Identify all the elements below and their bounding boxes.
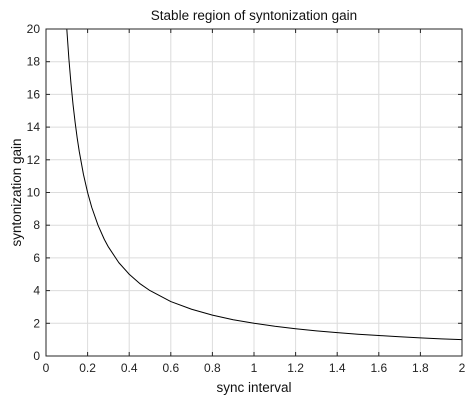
y-tick-label: 2 bbox=[33, 316, 40, 330]
y-tick-label: 20 bbox=[27, 22, 41, 36]
series-group bbox=[66, 28, 463, 341]
y-tick-label: 8 bbox=[33, 218, 40, 232]
x-tick-label: 0.6 bbox=[162, 361, 179, 375]
series-line bbox=[66, 28, 463, 341]
ticks bbox=[45, 28, 463, 357]
y-tick-label: 14 bbox=[27, 120, 41, 134]
chart-title: Stable region of syntonization gain bbox=[151, 8, 357, 23]
x-tick-label: 0.8 bbox=[204, 361, 221, 375]
x-tick-label: 0.2 bbox=[79, 361, 96, 375]
x-tick-label: 1 bbox=[251, 361, 258, 375]
y-tick-label: 12 bbox=[27, 153, 41, 167]
y-tick-labels: 0 2 4 6 8 10 12 14 16 18 20 bbox=[27, 22, 41, 363]
y-tick-label: 10 bbox=[27, 186, 41, 200]
x-tick-labels: 0 0.2 0.4 0.6 0.8 1 1.2 1.4 1.6 1.8 2 bbox=[43, 361, 466, 375]
x-axis-label: sync interval bbox=[216, 380, 291, 395]
x-tick-label: 2 bbox=[459, 361, 466, 375]
x-tick-label: 1.8 bbox=[412, 361, 429, 375]
y-tick-label: 16 bbox=[27, 87, 41, 101]
y-tick-label: 4 bbox=[33, 284, 40, 298]
x-tick-label: 0 bbox=[43, 361, 50, 375]
y-axis-label: syntonization gain bbox=[9, 138, 24, 246]
x-tick-label: 1.2 bbox=[287, 361, 304, 375]
y-tick-label: 6 bbox=[33, 251, 40, 265]
y-tick-label: 18 bbox=[27, 55, 41, 69]
x-tick-label: 0.4 bbox=[121, 361, 138, 375]
x-tick-label: 1.6 bbox=[370, 361, 387, 375]
y-tick-label: 0 bbox=[33, 349, 40, 363]
x-tick-label: 1.4 bbox=[329, 361, 346, 375]
